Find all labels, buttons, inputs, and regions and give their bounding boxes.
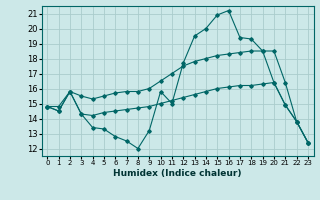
X-axis label: Humidex (Indice chaleur): Humidex (Indice chaleur) <box>113 169 242 178</box>
